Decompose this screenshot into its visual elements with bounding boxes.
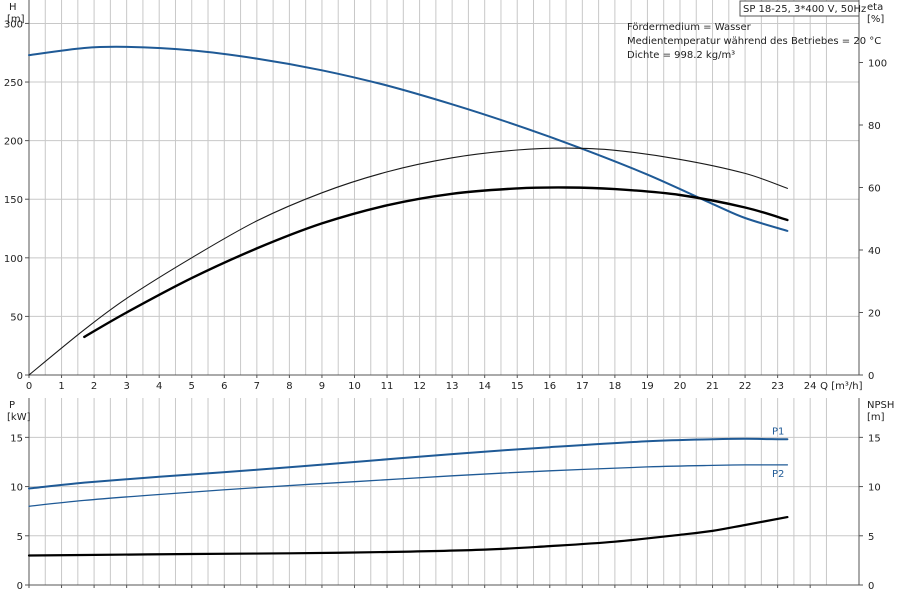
left-tick-label: 5	[17, 532, 23, 543]
right-tick-label: 20	[868, 309, 881, 320]
x-tick-label: 3	[123, 381, 129, 392]
x-tick-label: 2	[91, 381, 97, 392]
x-tick-label: 21	[706, 381, 719, 392]
right-tick-label: 15	[868, 433, 881, 444]
right-tick-label: 40	[868, 246, 881, 257]
x-tick-label: 19	[641, 381, 654, 392]
x-tick-label: 14	[478, 381, 491, 392]
x-tick-label: 1	[58, 381, 64, 392]
right-axis-unit: [m]	[867, 412, 885, 423]
series-line-p0-s1	[28, 147, 788, 376]
x-tick-label: 23	[771, 381, 784, 392]
left-tick-label: 0	[17, 581, 23, 592]
left-tick-label: 0	[17, 371, 23, 382]
right-tick-label: 80	[868, 121, 881, 132]
right-tick-label: 10	[868, 483, 881, 494]
series-label-p2: P2	[772, 469, 784, 480]
x-tick-label: 0	[26, 381, 32, 392]
left-tick-label: 300	[4, 19, 23, 30]
right-axis-label: eta	[867, 2, 883, 13]
info-line-1: Fördermedium = Wasser	[627, 22, 752, 33]
x-tick-label: 13	[446, 381, 459, 392]
x-axis-label: Q [m³/h]	[820, 381, 862, 392]
left-tick-label: 50	[10, 312, 23, 323]
series-line-p1-s2	[27, 516, 789, 557]
left-tick-label: 100	[4, 254, 23, 265]
series-line-p0-s2	[83, 186, 789, 339]
left-tick-label: 150	[4, 195, 23, 206]
info-line-3: Dichte = 998.2 kg/m³	[627, 50, 735, 61]
left-axis-label: P	[9, 400, 15, 411]
left-tick-label: 15	[10, 433, 23, 444]
x-tick-label: 20	[674, 381, 687, 392]
x-tick-label: 9	[319, 381, 325, 392]
product-label: SP 18-25, 3*400 V, 50Hz	[743, 4, 866, 15]
x-tick-label: 10	[348, 381, 361, 392]
right-tick-label: 5	[868, 532, 874, 543]
x-tick-label: 18	[609, 381, 622, 392]
left-axis-unit: [kW]	[7, 412, 31, 423]
left-axis-label: H	[9, 2, 17, 13]
x-tick-label: 17	[576, 381, 589, 392]
series-label-p1: P1	[772, 426, 784, 437]
left-tick-label: 250	[4, 78, 23, 89]
right-tick-label: 60	[868, 184, 881, 195]
right-tick-label: 100	[868, 59, 887, 70]
right-axis-unit: [%]	[867, 14, 884, 25]
x-tick-label: 24	[804, 381, 817, 392]
series-line-p2	[28, 464, 789, 507]
series-line-p1	[28, 437, 789, 490]
x-tick-label: 5	[189, 381, 195, 392]
right-axis-label: NPSH	[867, 400, 894, 411]
x-tick-label: 6	[221, 381, 227, 392]
x-tick-label: 12	[413, 381, 426, 392]
right-tick-label: 0	[868, 581, 874, 592]
x-tick-label: 16	[543, 381, 556, 392]
info-line-2: Medientemperatur während des Betriebes =…	[627, 36, 881, 47]
x-tick-label: 11	[381, 381, 394, 392]
left-tick-label: 10	[10, 483, 23, 494]
x-tick-label: 15	[511, 381, 524, 392]
left-tick-label: 200	[4, 137, 23, 148]
product-label-box	[739, 0, 860, 17]
x-tick-label: 4	[156, 381, 162, 392]
x-tick-label: 8	[286, 381, 292, 392]
right-tick-label: 0	[868, 371, 874, 382]
x-tick-label: 7	[254, 381, 260, 392]
x-tick-label: 22	[739, 381, 752, 392]
left-axis-unit: [m]	[7, 14, 25, 25]
